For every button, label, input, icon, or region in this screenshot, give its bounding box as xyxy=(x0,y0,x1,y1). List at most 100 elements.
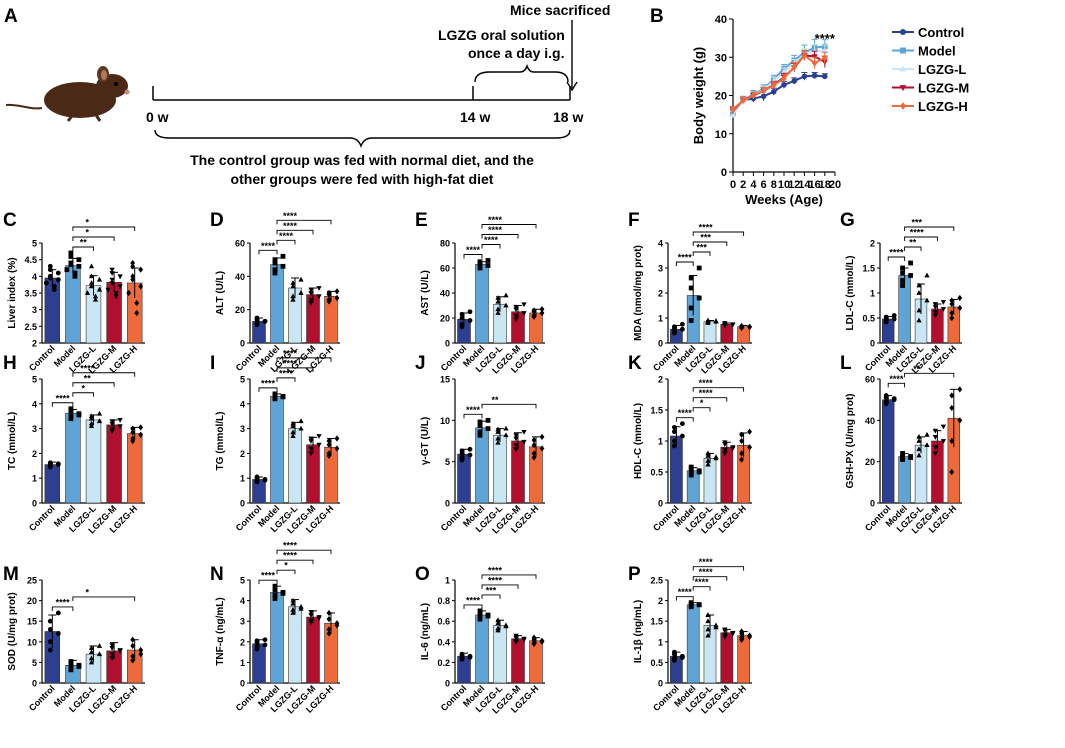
data-point xyxy=(459,651,465,657)
data-point xyxy=(791,78,797,84)
bar-model xyxy=(270,592,284,684)
data-point xyxy=(916,290,922,295)
significance-bracket xyxy=(692,586,711,591)
data-point xyxy=(747,428,752,435)
bar-lgzg-m xyxy=(720,323,734,344)
data-point xyxy=(940,307,947,312)
x-tick-label: 12 xyxy=(788,179,800,191)
bar-lgzg-l xyxy=(703,458,717,504)
significance-label: * xyxy=(85,228,89,238)
data-point xyxy=(531,634,537,641)
data-point xyxy=(713,318,719,323)
bar-lgzg-l xyxy=(914,444,928,504)
y-tick-label: 1 xyxy=(658,637,663,647)
data-point xyxy=(316,616,322,621)
data-point xyxy=(298,425,304,431)
data-point xyxy=(47,627,53,632)
data-point xyxy=(680,326,685,332)
data-point xyxy=(521,439,527,445)
significance-bracket xyxy=(692,576,728,581)
data-point xyxy=(705,457,711,463)
data-point xyxy=(308,436,314,442)
significance-label: *** xyxy=(486,585,497,595)
data-point xyxy=(722,447,728,453)
y-axis-label: IL-6 (ng/mL) xyxy=(420,603,431,660)
data-point xyxy=(495,426,501,432)
significance-bracket xyxy=(675,417,694,422)
data-point xyxy=(55,461,61,467)
data-point xyxy=(47,647,53,653)
data-point xyxy=(109,281,115,286)
significance-label: **** xyxy=(283,211,298,221)
panel-letter: L xyxy=(840,353,852,374)
data-point xyxy=(117,284,123,290)
data-point xyxy=(688,600,694,606)
x-tick-label: 0 xyxy=(730,179,736,191)
bar-lgzg-l xyxy=(288,428,302,504)
bar-lgzg-m xyxy=(720,446,734,504)
y-tick-label: 2 xyxy=(240,637,245,647)
bar-control xyxy=(881,399,895,504)
data-point xyxy=(949,392,955,399)
y-axis-label: HDL-C (mmol/L) xyxy=(633,403,644,479)
data-point xyxy=(477,608,483,614)
y-tick-label: 0 xyxy=(658,339,663,349)
data-point xyxy=(272,587,278,593)
y-axis-label: SOD (U/mg prot) xyxy=(7,592,18,670)
data-point xyxy=(672,655,677,661)
data-point xyxy=(688,464,694,470)
data-point xyxy=(730,631,736,637)
significance-bracket xyxy=(276,559,314,565)
panel-letter: D xyxy=(210,210,224,231)
data-point xyxy=(688,470,694,476)
bar-model xyxy=(686,604,700,684)
y-tick-label: 20 xyxy=(715,91,727,103)
data-point xyxy=(130,657,136,664)
significance-label: **** xyxy=(484,235,499,245)
y-tick-label: 2 xyxy=(240,449,245,459)
significance-label: **** xyxy=(283,551,298,561)
significance-bracket xyxy=(258,579,278,585)
data-point xyxy=(88,655,95,661)
significance-bracket xyxy=(72,372,136,377)
data-point xyxy=(495,298,501,304)
data-point xyxy=(326,289,332,297)
panel-letter: I xyxy=(210,353,215,374)
significance-label: **** xyxy=(889,248,904,258)
significance-label: **** xyxy=(466,245,481,255)
data-point xyxy=(76,257,82,263)
data-point xyxy=(513,633,519,639)
data-point xyxy=(883,399,889,405)
y-tick-label: 0 xyxy=(445,679,450,689)
series-line-lgzg-h xyxy=(732,53,826,111)
data-point xyxy=(932,434,939,440)
significance-bracket xyxy=(276,239,296,245)
panel-letter: P xyxy=(628,564,641,585)
y-tick-label: 20 xyxy=(865,457,875,467)
y-tick-label: 5 xyxy=(240,576,245,586)
y-axis-label: LDL-C (mmol/L) xyxy=(845,256,856,331)
significance-bracket xyxy=(276,357,332,362)
bar-lgzg-h xyxy=(529,312,543,344)
data-point xyxy=(688,318,694,323)
data-point xyxy=(254,644,260,650)
data-point xyxy=(916,452,922,458)
bar-model xyxy=(898,456,911,504)
data-point xyxy=(680,421,685,427)
data-point xyxy=(272,257,278,263)
sacrifice-label: Mice sacrificed xyxy=(510,2,610,18)
data-point xyxy=(308,618,314,624)
y-axis-label: IL-1β (ng/mL) xyxy=(633,600,644,663)
panel-a: A 0 w 14 w 18 w LGZG oral solution once … xyxy=(4,2,610,187)
legend-marker xyxy=(900,29,906,35)
significance-bracket xyxy=(463,254,483,259)
data-point xyxy=(88,645,95,650)
data-point xyxy=(539,309,545,317)
data-point xyxy=(891,396,897,402)
data-point xyxy=(477,264,483,270)
data-point xyxy=(916,438,922,443)
data-point xyxy=(932,302,939,307)
